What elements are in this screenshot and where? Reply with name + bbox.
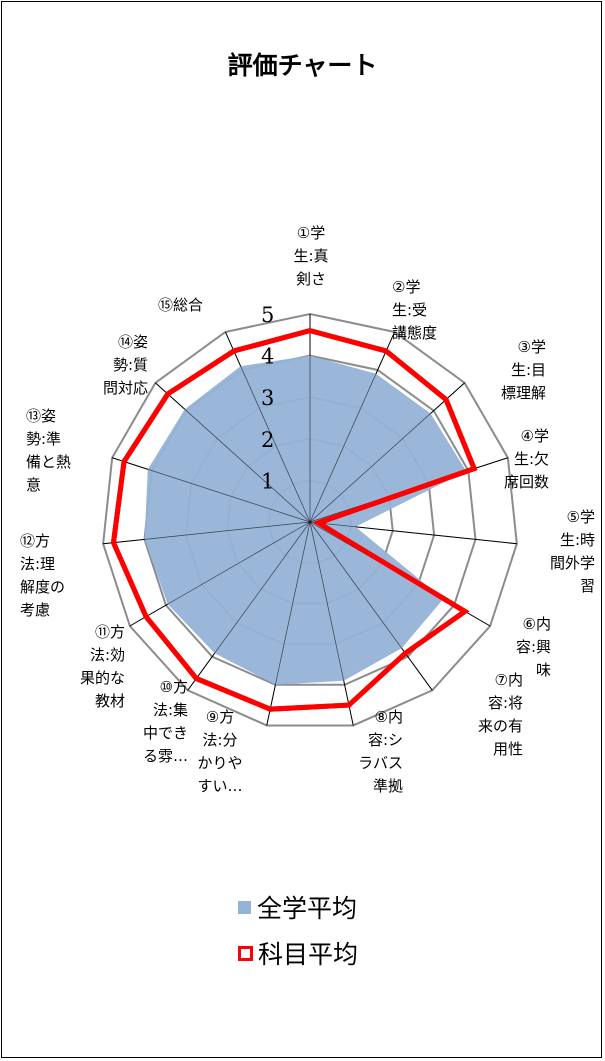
tick-label-3: 3 <box>261 386 274 410</box>
axis-label-3: ③学 生:目 標理解 <box>500 338 546 402</box>
axis-spoke-overlay-14 <box>155 382 311 523</box>
axis-spoke-overlay-12 <box>103 521 311 545</box>
axis-spoke-overlay-11 <box>129 521 311 627</box>
legend-item-all: 全学平均 <box>238 892 358 923</box>
axis-spoke-overlay-13 <box>112 457 311 523</box>
axis-spoke-overlay-5 <box>309 521 517 545</box>
grid-ring-5 <box>102 312 518 727</box>
axis-label-7: ⑦内 容:将 来の有 用性 <box>477 671 523 758</box>
axis-label-8: ⑧内 容:シ ラバス 準拠 <box>358 708 403 795</box>
axis-label-2: ②学 生:受 講態度 <box>392 278 438 342</box>
axis-label-5: ⑤学 生:時 間外学 習 <box>549 508 595 595</box>
axis-label-9: ⑨方 法:分 かりや すい… <box>197 708 243 795</box>
tick-label-2: 2 <box>261 428 274 452</box>
tick-label-5: 5 <box>261 303 274 327</box>
axis-spoke-overlay-10 <box>187 521 311 691</box>
series-line-top-2 <box>110 328 478 712</box>
tick-label-1: 1 <box>261 469 274 493</box>
axis-spoke-overlay-15 <box>225 331 311 523</box>
axis-spoke-overlay-8 <box>309 521 354 726</box>
legend-label-course: 科目平均 <box>258 940 359 969</box>
axis-label-12: ⑫方 法:理 解度の 考慮 <box>20 532 66 619</box>
axis-label-11: ⑪方 法:効 果的な 教材 <box>79 623 125 710</box>
axis-label-10: ⑩方 法:集 中でき る雰… <box>142 678 188 765</box>
legend-label-all: 全学平均 <box>257 894 358 923</box>
axis-label-14: ⑭姿 勢:質 問対応 <box>102 333 148 397</box>
axis-spoke-overlay-7 <box>309 521 433 691</box>
tick-label-4: 4 <box>261 345 274 369</box>
axis-label-15: ⑮総合 <box>158 296 204 314</box>
axis-label-13: ⑬姿 勢:準 備と熱 意 <box>26 407 72 494</box>
axis-label-1: ①学 生:真 剣さ <box>293 224 329 288</box>
axis-spoke-overlay-9 <box>266 521 311 726</box>
axis-spoke-overlay-2 <box>309 331 395 523</box>
legend-item-course: 科目平均 <box>238 938 359 969</box>
legend-swatch-all <box>238 900 251 914</box>
axis-label-4: ④学 生:欠 席回数 <box>503 427 549 491</box>
axis-spoke-overlay-3 <box>309 382 465 523</box>
chart-title: 評価チャート <box>227 51 378 80</box>
legend-swatch-course <box>238 945 253 961</box>
axis-label-6: ⑥内 容:興 味 <box>515 615 551 679</box>
